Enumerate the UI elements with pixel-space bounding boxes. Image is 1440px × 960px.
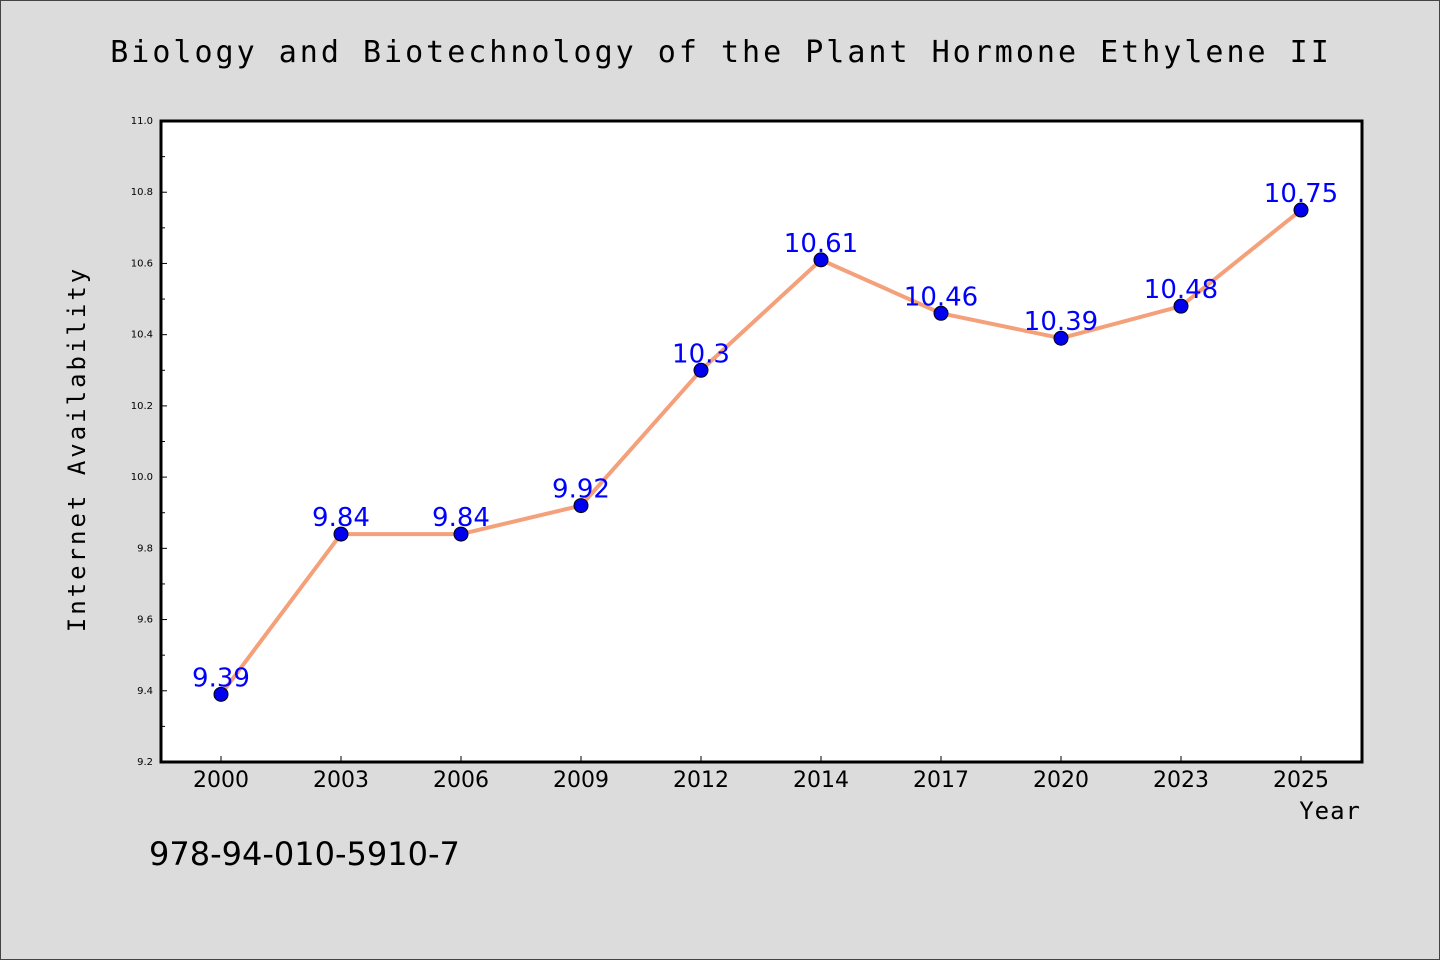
y-tick-label: 9.2: [137, 757, 153, 768]
x-tick-label: 2012: [673, 768, 729, 793]
data-point: [333, 526, 349, 542]
x-tick-label: 2000: [193, 768, 249, 793]
x-tick-label: 2009: [553, 768, 609, 793]
isbn-text: 978-94-010-5910-7: [149, 835, 460, 873]
data-point: [933, 305, 949, 321]
data-label: 10.3: [672, 339, 730, 369]
data-point: [1173, 298, 1189, 314]
data-point: [813, 252, 829, 268]
data-label: 10.46: [904, 282, 978, 312]
x-tick-label: 2014: [793, 768, 849, 793]
data-label: 10.48: [1144, 275, 1218, 305]
data-label: 9.84: [312, 503, 370, 533]
y-tick-label: 9.8: [137, 543, 153, 554]
series-line: [219, 208, 1303, 697]
x-tick-label: 2003: [313, 768, 369, 793]
data-label: 10.75: [1264, 179, 1338, 209]
data-point: [573, 498, 589, 514]
x-tick-label: 2023: [1153, 768, 1209, 793]
plot-frame: [159, 119, 1364, 764]
chart-title: Biology and Biotechnology of the Plant H…: [110, 35, 1332, 70]
y-tick-label: 9.6: [137, 615, 153, 626]
data-label: 10.39: [1024, 307, 1098, 337]
x-tick-label: 2017: [913, 768, 969, 793]
data-label: 9.84: [432, 503, 490, 533]
y-tick-label: 10.2: [131, 401, 153, 412]
x-axis-label: Year: [1299, 797, 1361, 825]
y-tick-label: 10.8: [131, 187, 153, 198]
y-tick-label: 11.0: [131, 116, 153, 127]
data-label: 9.39: [192, 663, 250, 693]
y-tick-label: 10.4: [131, 330, 153, 341]
data-point: [1293, 202, 1309, 218]
x-tick-label: 2006: [433, 768, 489, 793]
data-label: 9.92: [552, 475, 610, 505]
data-point: [693, 362, 709, 378]
data-point: [213, 686, 229, 702]
x-tick-label: 2025: [1273, 768, 1329, 793]
data-label: 10.61: [784, 229, 858, 259]
y-tick-label: 10.0: [131, 472, 153, 483]
x-tick-label: 2020: [1033, 768, 1089, 793]
y-tick-label: 10.6: [131, 258, 153, 269]
data-point: [1053, 330, 1069, 346]
data-point: [453, 526, 469, 542]
plot-background: [161, 121, 1362, 762]
y-tick-label: 9.4: [137, 686, 153, 697]
